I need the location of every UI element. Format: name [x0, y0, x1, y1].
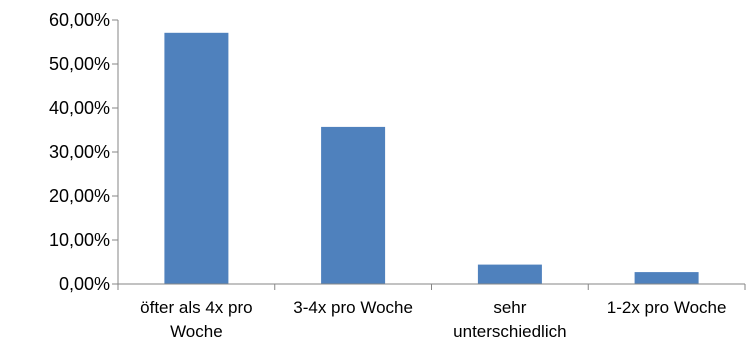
- bar-2: [321, 126, 386, 285]
- y-tick-label: 60,00%: [49, 10, 110, 30]
- x-tick-label: öfter als 4x pro Woche: [140, 298, 252, 341]
- y-tick-labels: 0,00% 10,00% 20,00% 30,00% 40,00% 50,00% 60,00…: [49, 10, 110, 294]
- y-tick-label: 40,00%: [49, 98, 110, 118]
- axes-group: [112, 19, 746, 290]
- x-tick-labels: öfter als 4x pro Woche 3-4x pro Woche sehr u…: [140, 298, 726, 341]
- y-tick-label: 50,00%: [49, 54, 110, 74]
- x-tick-label: sehr unterschiedlich: [453, 298, 566, 341]
- y-tick-label: 20,00%: [49, 186, 110, 206]
- x-tick-label: 1-2x pro Woche: [607, 298, 727, 317]
- bar-3: [477, 264, 542, 284]
- y-tick-label: 10,00%: [49, 230, 110, 250]
- bars-group: [164, 32, 699, 285]
- bar-4: [634, 272, 699, 284]
- y-tick-label: 0,00%: [59, 274, 110, 294]
- x-tick-label: 3-4x pro Woche: [293, 298, 413, 317]
- bar-1: [164, 32, 229, 284]
- y-tick-label: 30,00%: [49, 142, 110, 162]
